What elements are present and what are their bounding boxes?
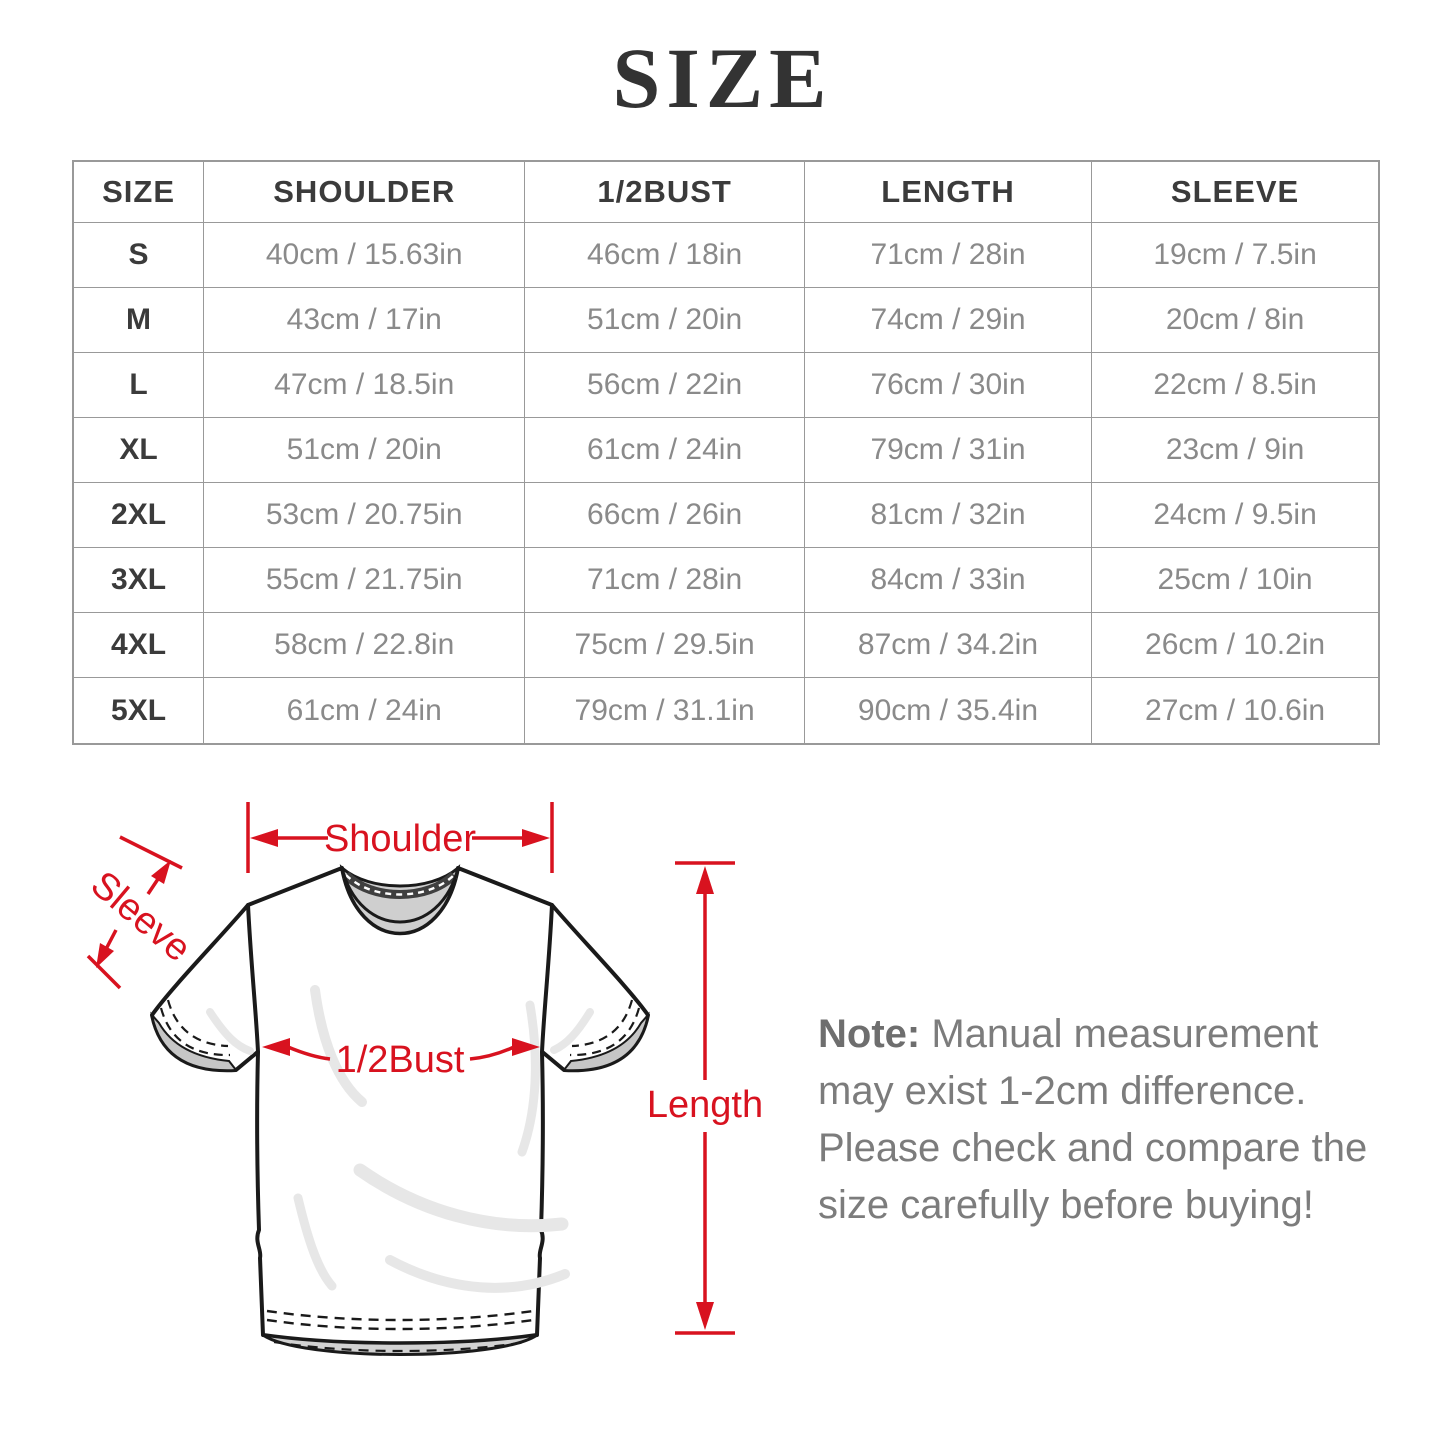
bust-measure-arrow: 1/2Bust: [262, 1038, 540, 1081]
column-header: SLEEVE: [1091, 160, 1380, 223]
sleeve-cell: 27cm / 10.6in: [1091, 677, 1380, 745]
shoulder-cell: 47cm / 18.5in: [203, 352, 526, 419]
shoulder-cell: 51cm / 20in: [203, 417, 526, 484]
length-cell: 79cm / 31in: [803, 417, 1093, 484]
table-row: 4XL 58cm / 22.8in 75cm / 29.5in 87cm / 34.2…: [72, 612, 1380, 679]
size-table-header-row: SIZE SHOULDER 1/2BUST LENGTH SLEEVE: [72, 160, 1380, 223]
column-header: SIZE: [72, 160, 205, 223]
shoulder-label: Shoulder: [324, 818, 476, 860]
shoulder-cell: 55cm / 21.75in: [203, 547, 526, 614]
table-row: XL 51cm / 20in 61cm / 24in 79cm / 31in 23cm …: [72, 417, 1380, 484]
size-table-body: S 40cm / 15.63in 46cm / 18in 71cm / 28in 19c…: [72, 221, 1380, 745]
table-row: S 40cm / 15.63in 46cm / 18in 71cm / 28in 19c…: [72, 221, 1380, 289]
table-row: M 43cm / 17in 51cm / 20in 74cm / 29in 20cm /…: [72, 287, 1380, 354]
size-cell: 5XL: [72, 677, 205, 745]
sleeve-cell: 22cm / 8.5in: [1091, 352, 1380, 419]
length-cell: 76cm / 30in: [803, 352, 1093, 419]
sleeve-cell: 25cm / 10in: [1091, 547, 1380, 614]
tshirt-illustration: [150, 864, 650, 1356]
table-row: 3XL 55cm / 21.75in 71cm / 28in 84cm / 33in 2…: [72, 547, 1380, 614]
length-cell: 74cm / 29in: [803, 287, 1093, 354]
tshirt-measurement-diagram: Shoulder Sleeve 1/2Bust: [83, 802, 763, 1356]
table-row: 5XL 61cm / 24in 79cm / 31.1in 90cm / 35.4in…: [72, 677, 1380, 745]
note-prefix: Note:: [818, 1012, 921, 1056]
sleeve-cell: 24cm / 9.5in: [1091, 482, 1380, 549]
column-header: 1/2BUST: [524, 160, 805, 223]
measurement-note: Note: Manual measurement may exist 1-2cm…: [818, 1006, 1398, 1234]
table-row: 2XL 53cm / 20.75in 66cm / 26in 81cm / 32in 2…: [72, 482, 1380, 549]
column-header: SHOULDER: [203, 160, 526, 223]
shoulder-cell: 58cm / 22.8in: [203, 612, 526, 679]
bust-cell: 71cm / 28in: [524, 547, 805, 614]
sleeve-cell: 20cm / 8in: [1091, 287, 1380, 354]
bust-cell: 66cm / 26in: [524, 482, 805, 549]
size-cell: XL: [72, 417, 205, 484]
shoulder-cell: 40cm / 15.63in: [203, 221, 526, 289]
column-header: LENGTH: [803, 160, 1093, 223]
bust-cell: 75cm / 29.5in: [524, 612, 805, 679]
sleeve-cell: 19cm / 7.5in: [1091, 221, 1380, 289]
length-cell: 71cm / 28in: [803, 221, 1093, 289]
sleeve-cell: 23cm / 9in: [1091, 417, 1380, 484]
size-cell: 4XL: [72, 612, 205, 679]
shoulder-measure-arrow: Shoulder: [246, 802, 554, 873]
size-cell: L: [72, 352, 205, 419]
bust-label: 1/2Bust: [336, 1039, 465, 1081]
bust-cell: 51cm / 20in: [524, 287, 805, 354]
bust-cell: 46cm / 18in: [524, 221, 805, 289]
table-row: L 47cm / 18.5in 56cm / 22in 76cm / 30in 22cm…: [72, 352, 1380, 419]
size-cell: 2XL: [72, 482, 205, 549]
length-cell: 84cm / 33in: [803, 547, 1093, 614]
shoulder-cell: 61cm / 24in: [203, 677, 526, 745]
sleeve-measure-arrow: Sleeve: [83, 835, 199, 990]
length-cell: 81cm / 32in: [803, 482, 1093, 549]
size-cell: S: [72, 221, 205, 289]
bust-cell: 79cm / 31.1in: [524, 677, 805, 745]
shoulder-cell: 43cm / 17in: [203, 287, 526, 354]
length-cell: 90cm / 35.4in: [803, 677, 1093, 745]
length-cell: 87cm / 34.2in: [803, 612, 1093, 679]
length-label: Length: [647, 1084, 763, 1126]
bust-cell: 56cm / 22in: [524, 352, 805, 419]
page-title: SIZE: [612, 30, 833, 126]
size-cell: M: [72, 287, 205, 354]
size-cell: 3XL: [72, 547, 205, 614]
length-measure-arrow: Length: [647, 861, 763, 1335]
bust-cell: 61cm / 24in: [524, 417, 805, 484]
shoulder-cell: 53cm / 20.75in: [203, 482, 526, 549]
note-text: Manual measurement may exist 1-2cm diffe…: [818, 1012, 1368, 1227]
sleeve-cell: 26cm / 10.2in: [1091, 612, 1380, 679]
size-table: SIZE SHOULDER 1/2BUST LENGTH SLEEVE S 40cm / …: [72, 160, 1380, 745]
